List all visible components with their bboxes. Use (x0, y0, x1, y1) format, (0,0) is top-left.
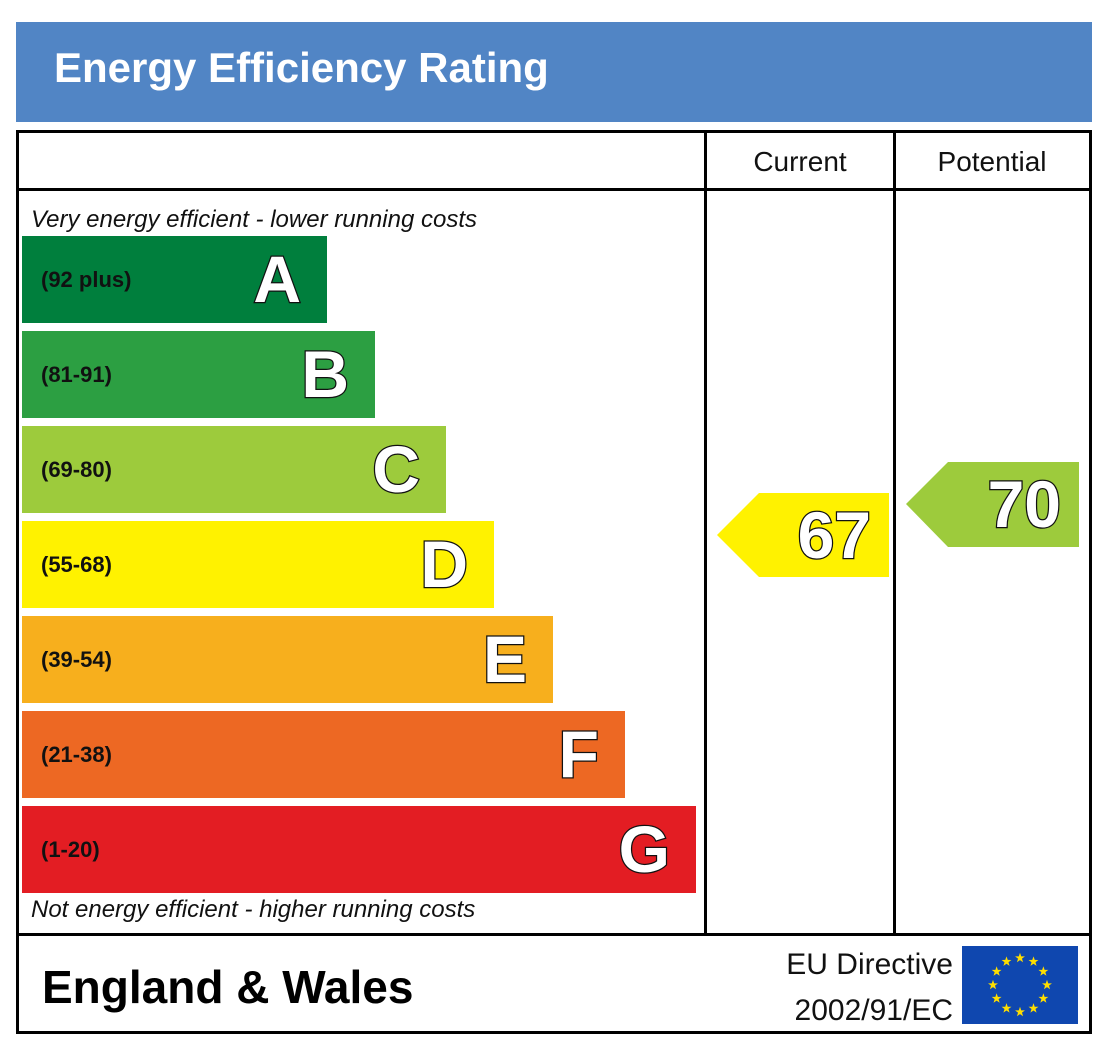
directive-number: 2002/91/EC (794, 994, 953, 1027)
chart-title: Energy Efficiency Rating (54, 44, 549, 91)
current-column-divider (704, 130, 707, 936)
potential-rating-arrow: 70 (906, 462, 1079, 547)
band-f-letter: F (557, 716, 600, 793)
directive-label: EU Directive (786, 948, 953, 981)
eu-star-icon (1028, 956, 1039, 966)
band-c-letter: C (371, 431, 421, 508)
band-c: (69-80) C (22, 426, 446, 513)
eu-star-icon (1042, 979, 1052, 990)
band-b-letter: B (300, 336, 350, 413)
eu-star-icon (1001, 1003, 1012, 1013)
eu-star-icon (1015, 1006, 1025, 1017)
band-d-range: (55-68) (41, 552, 112, 577)
current-rating-value: 67 (796, 497, 872, 574)
band-e: (39-54) E (22, 616, 553, 703)
bottom-efficiency-note: Not energy efficient - higher running co… (31, 896, 476, 923)
title-bar: Energy Efficiency Rating (16, 22, 1092, 122)
eu-flag-icon (962, 946, 1078, 1024)
band-e-letter: E (482, 621, 529, 698)
band-b: (81-91) B (22, 331, 375, 418)
current-column-header: Current (753, 146, 847, 177)
band-b-range: (81-91) (41, 362, 112, 387)
eu-star-icon (1038, 966, 1049, 976)
band-a-letter: A (252, 241, 302, 318)
eu-star-icon (991, 993, 1002, 1003)
band-a: (92 plus) A (22, 236, 327, 323)
band-d-letter: D (419, 526, 469, 603)
top-efficiency-note: Very energy efficient - lower running co… (31, 206, 477, 233)
potential-arrow-shape (906, 462, 1079, 547)
eu-star-icon (1028, 1003, 1039, 1013)
eu-star-icon (1001, 956, 1012, 966)
band-f: (21-38) F (22, 711, 625, 798)
eu-star-icon (1038, 993, 1049, 1003)
potential-rating-value: 70 (986, 466, 1062, 543)
rating-table-frame (16, 130, 1092, 1034)
band-c-range: (69-80) (41, 457, 112, 482)
band-g: (1-20) G (22, 806, 696, 893)
header-row-divider (16, 188, 1092, 191)
region-label: England & Wales (42, 961, 414, 1013)
band-g-range: (1-20) (41, 837, 100, 862)
band-d: (55-68) D (22, 521, 494, 608)
band-f-range: (21-38) (41, 742, 112, 767)
band-e-range: (39-54) (41, 647, 112, 672)
band-g-letter: G (617, 811, 671, 888)
band-a-range: (92 plus) (41, 267, 132, 292)
eu-star-icon (991, 966, 1002, 976)
potential-column-header: Potential (937, 146, 1047, 177)
eu-star-icon (1015, 952, 1025, 963)
eu-stars-icon (988, 952, 1052, 1017)
footer-row-divider (16, 933, 1092, 936)
current-arrow-shape (717, 493, 889, 577)
eu-star-icon (988, 979, 998, 990)
potential-column-divider (893, 130, 896, 936)
current-rating-arrow: 67 (717, 493, 889, 577)
